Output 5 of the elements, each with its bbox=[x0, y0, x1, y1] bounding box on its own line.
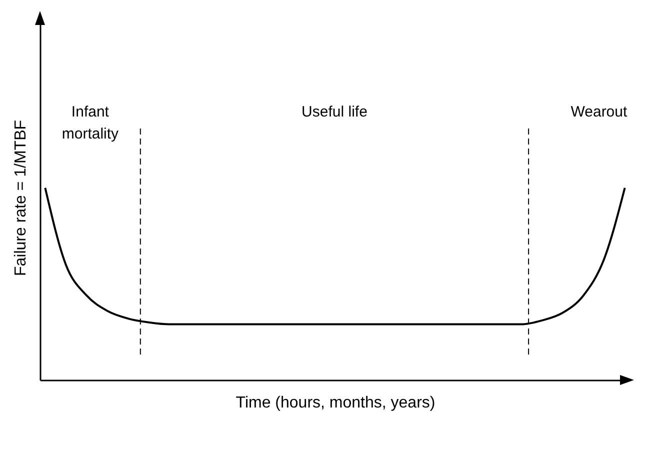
text: Wearout bbox=[570, 103, 628, 120]
text: Useful life bbox=[302, 103, 368, 120]
text: Infant mortality bbox=[62, 103, 120, 142]
x-axis-title: Time (hours, months, years) bbox=[236, 394, 436, 412]
y-axis-title: Failure rate = 1/MTBF bbox=[12, 120, 30, 276]
